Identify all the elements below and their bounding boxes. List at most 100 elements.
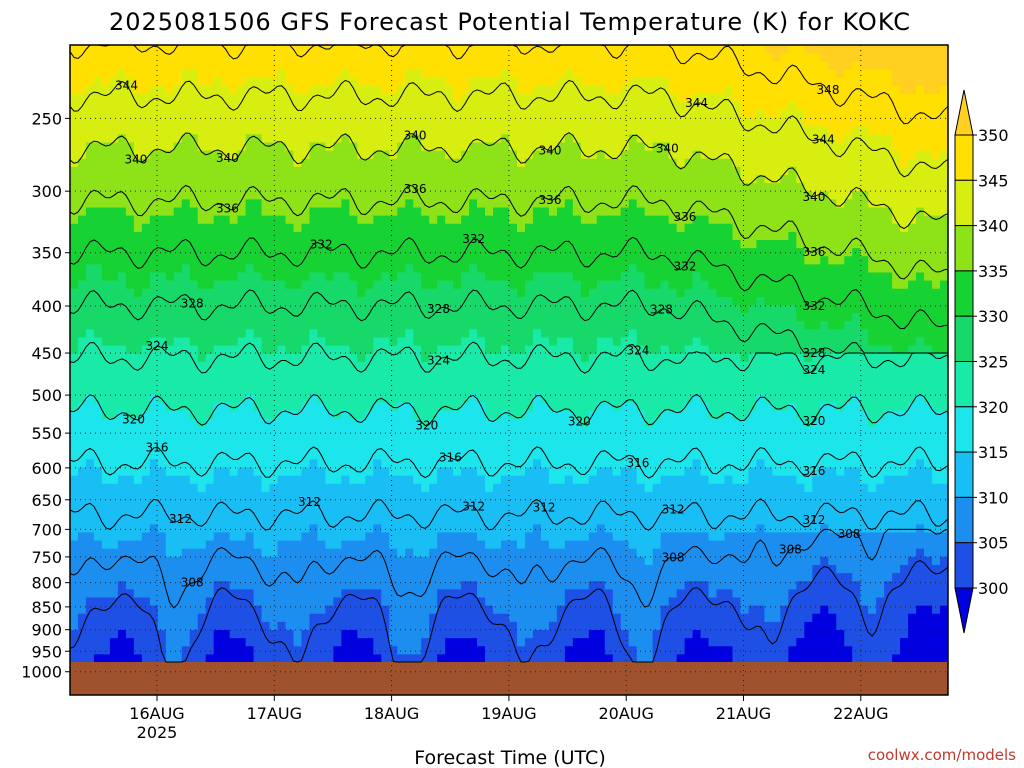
theta-cell [429, 459, 438, 469]
theta-cell [341, 426, 350, 436]
theta-cell [133, 451, 143, 460]
theta-cell [532, 467, 542, 477]
theta-cell [229, 166, 239, 176]
theta-cell [93, 296, 103, 306]
theta-cell [405, 378, 414, 387]
theta-cell [333, 589, 342, 599]
theta-cell [133, 565, 143, 574]
theta-cell [461, 199, 470, 209]
theta-cell [437, 508, 446, 517]
theta-cell [509, 467, 518, 477]
theta-cell [461, 280, 470, 290]
theta-cell [293, 69, 303, 79]
theta-cell [373, 654, 382, 664]
theta-cell [237, 126, 247, 135]
theta-cell [373, 280, 382, 290]
theta-cell [205, 532, 215, 542]
theta-cell [501, 166, 510, 176]
theta-cell [109, 451, 119, 460]
theta-cell [165, 150, 175, 160]
theta-cell [357, 459, 366, 469]
theta-cell [524, 158, 534, 168]
theta-cell [165, 581, 175, 590]
theta-cell [524, 166, 534, 176]
theta-cell [141, 443, 151, 452]
theta-cell [117, 589, 127, 599]
theta-cell [509, 158, 518, 168]
theta-cell [413, 118, 422, 127]
theta-cell [77, 231, 87, 241]
theta-cell [205, 207, 215, 217]
theta-cell [293, 467, 303, 477]
theta-cell [165, 321, 175, 330]
theta-cell [197, 451, 207, 460]
theta-cell [532, 556, 542, 566]
theta-cell [109, 158, 119, 168]
theta-cell [269, 605, 279, 615]
theta-cell [301, 483, 311, 493]
theta-cell [173, 215, 183, 225]
theta-cell [77, 475, 87, 485]
theta-cell [261, 361, 271, 371]
theta-cell [349, 321, 358, 330]
theta-cell [556, 158, 566, 168]
theta-cell [101, 296, 111, 306]
theta-cell [85, 516, 95, 525]
theta-cell [125, 240, 135, 249]
theta-cell [461, 264, 470, 274]
theta-cell [357, 101, 366, 111]
theta-cell [101, 451, 111, 460]
theta-cell [365, 231, 374, 241]
theta-cell [221, 183, 231, 192]
theta-cell [381, 272, 390, 282]
theta-cell [221, 207, 231, 217]
theta-cell [77, 654, 87, 664]
theta-cell [501, 345, 510, 355]
theta-cell [540, 240, 550, 249]
theta-cell [349, 638, 358, 647]
theta-cell [245, 378, 255, 387]
theta-cell [221, 443, 231, 452]
theta-cell [77, 646, 87, 655]
theta-cell [285, 101, 295, 111]
theta-cell [109, 540, 119, 550]
theta-cell [349, 451, 358, 460]
theta-cell [173, 61, 183, 70]
theta-cell [524, 589, 534, 599]
theta-cell [149, 118, 159, 127]
theta-cell [317, 166, 327, 176]
theta-cell [421, 475, 430, 485]
theta-cell [437, 256, 446, 265]
theta-cell [269, 305, 279, 314]
theta-cell [373, 646, 382, 655]
theta-cell [141, 548, 151, 558]
theta-cell [77, 621, 87, 631]
theta-cell [397, 378, 406, 387]
theta-cell [157, 638, 167, 647]
theta-cell [85, 199, 95, 209]
theta-cell [453, 272, 462, 282]
theta-cell [548, 589, 558, 599]
theta-cell [229, 361, 239, 371]
theta-cell [501, 491, 510, 501]
theta-cell [548, 605, 558, 615]
theta-cell [516, 321, 526, 330]
theta-cell [509, 69, 518, 79]
theta-cell [485, 548, 494, 558]
theta-cell [453, 435, 462, 444]
theta-cell [421, 589, 430, 599]
theta-cell [165, 361, 175, 371]
theta-cell [229, 248, 239, 257]
theta-cell [213, 231, 223, 241]
theta-cell [70, 435, 79, 444]
theta-cell [197, 589, 207, 599]
theta-cell [293, 183, 303, 192]
theta-cell [301, 183, 311, 192]
theta-cell [397, 410, 406, 420]
theta-cell [524, 597, 534, 607]
theta-cell [397, 85, 406, 95]
theta-cell [221, 573, 231, 582]
theta-cell [341, 280, 350, 290]
theta-cell [269, 410, 279, 420]
theta-cell [469, 61, 478, 70]
